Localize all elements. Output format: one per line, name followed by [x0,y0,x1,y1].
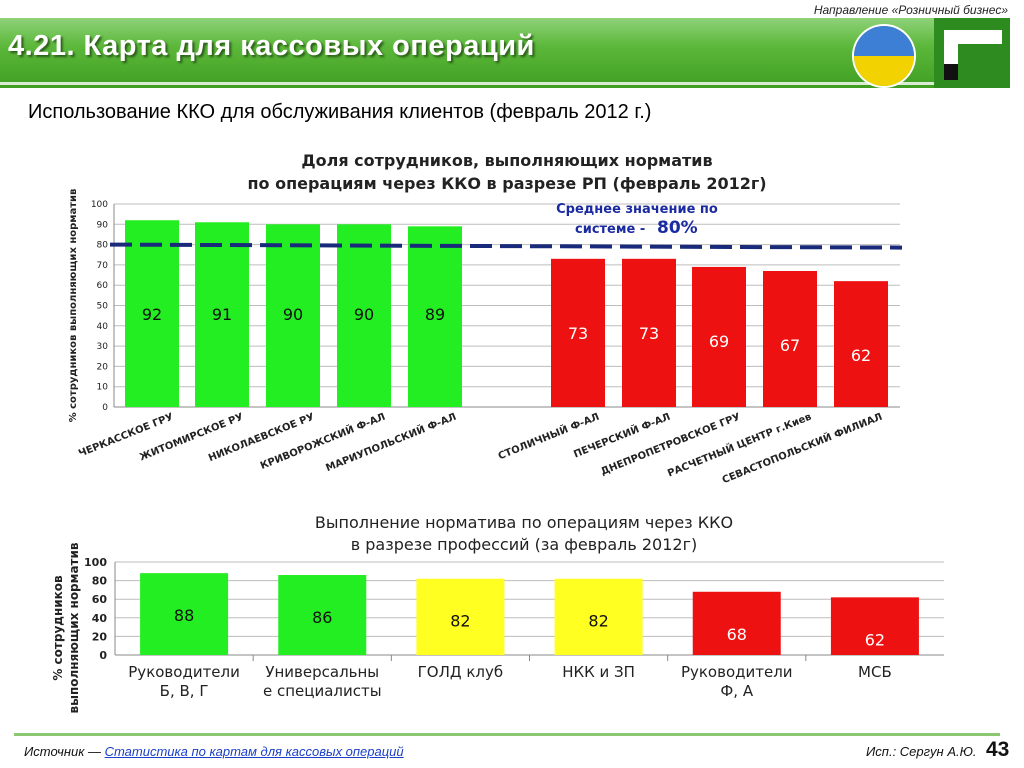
chart1-average-label-2: системе - [575,222,645,237]
chart1-average-line [109,242,903,250]
chart2-category-label: Руководители [128,663,240,681]
chart2-category-label: е специалисты [263,682,382,700]
title-separator [0,82,1010,85]
chart1-data-label: 69 [709,332,729,351]
chart1-bar [337,224,391,407]
chart2-ytick-label: 60 [92,593,108,606]
chart2-subtitle: в разрезе профессий (за февраль 2012г) [351,535,698,554]
chart1-ytick-label: 90 [97,220,109,230]
footer-author: Исп.: Сергун А.Ю. [866,744,977,759]
chart2-data-label: 68 [727,625,747,644]
chart2-category-label: Б, В, Г [160,682,209,700]
chart1-ytick-label: 20 [97,362,109,372]
chart1-bar [266,224,320,407]
chart1-bar [195,222,249,407]
chart2-ylabel-1: % сотрудников [51,575,65,681]
chart1-ytick-label: 40 [97,322,109,332]
chart1-data-label: 92 [142,305,162,324]
chart2-ytick-label: 80 [92,575,108,588]
chart1-ytick-label: 100 [91,200,108,210]
chart2-category-label: ГОЛД клуб [418,663,504,681]
title-band [0,18,1010,88]
chart1-data-label: 73 [639,324,659,343]
chart2-bar [278,575,367,655]
chart1-ytick-label: 80 [97,241,109,251]
chart2-ytick-label: 20 [92,630,108,643]
chart2-ytick-label: 0 [99,649,107,662]
chart2-bar [416,578,505,655]
bank-logo-icon [934,18,1010,88]
chart1-bar [408,226,462,407]
chart1-data-label: 91 [212,305,232,324]
chart2-ytick-label: 40 [92,612,108,625]
chart1-ylabel: % сотрудников выполняющих норматив [68,189,79,423]
chart1-data-label: 89 [425,305,445,324]
source-link[interactable]: Статистика по картам для кассовых операц… [104,744,404,759]
chart2-ytick-label: 100 [84,556,107,569]
chart2-data-label: 62 [865,630,885,649]
chart1-data-label: 73 [568,324,588,343]
chart2-category-label: НКК и ЗП [562,663,635,681]
chart2-ylabel-2: выполняющих норматив [67,542,81,713]
chart1-bar [551,258,605,407]
chart1-data-label: 67 [780,336,800,355]
chart1-ytick-label: 30 [97,342,109,352]
chart1-ytick-label: 0 [102,403,108,413]
chart1-data-label: 90 [283,305,303,324]
footer-source: Источник — Статистика по картам для касс… [24,744,404,759]
chart1-data-label: 90 [354,305,374,324]
chart1-ytick-label: 50 [97,302,109,312]
source-prefix: Источник — [24,744,105,759]
chart1-ytick-label: 60 [97,281,109,291]
chart2-bar [554,578,643,655]
chart1-bar [692,266,746,407]
chart1-subtitle: по операциям через ККО в разрезе РП (фев… [247,174,766,193]
chart1-bar [125,220,179,407]
chart2-data-label: 82 [588,612,608,631]
chart1-data-label: 62 [851,346,871,365]
chart1-bar [763,270,817,407]
chart2-category-label: Ф, А [720,682,753,700]
page-subtitle: Использование ККО для обслуживания клиен… [28,101,652,123]
chart2-category-label: Универсальны [265,663,379,681]
chart1-average-value: 80% [657,218,698,238]
chart2-data-label: 86 [312,608,332,627]
chart2-title: Выполнение норматива по операциям через … [315,513,733,532]
chart2-data-label: 82 [450,612,470,631]
chart1-title: Доля сотрудников, выполняющих норматив [301,151,712,170]
chart2-category-label: Руководители [681,663,793,681]
footer-divider [14,733,1000,736]
chart1-ytick-label: 10 [97,383,109,393]
page-title: 4.21. Карта для кассовых операций [8,30,535,62]
chart1-average-label: Среднее значение по [556,202,718,217]
chart1-ytick-label: 70 [97,261,109,271]
chart1-bar [834,281,888,407]
chart2-bar [830,597,919,655]
chart2-data-label: 88 [174,606,194,625]
page-number: 43 [986,738,1010,761]
chart2-bar [140,573,229,655]
chart2-category-label: МСБ [858,663,892,681]
chart2-bar [692,591,781,655]
top-note: Направление «Розничный бизнес» [813,3,1008,17]
chart1-bar [622,258,676,407]
